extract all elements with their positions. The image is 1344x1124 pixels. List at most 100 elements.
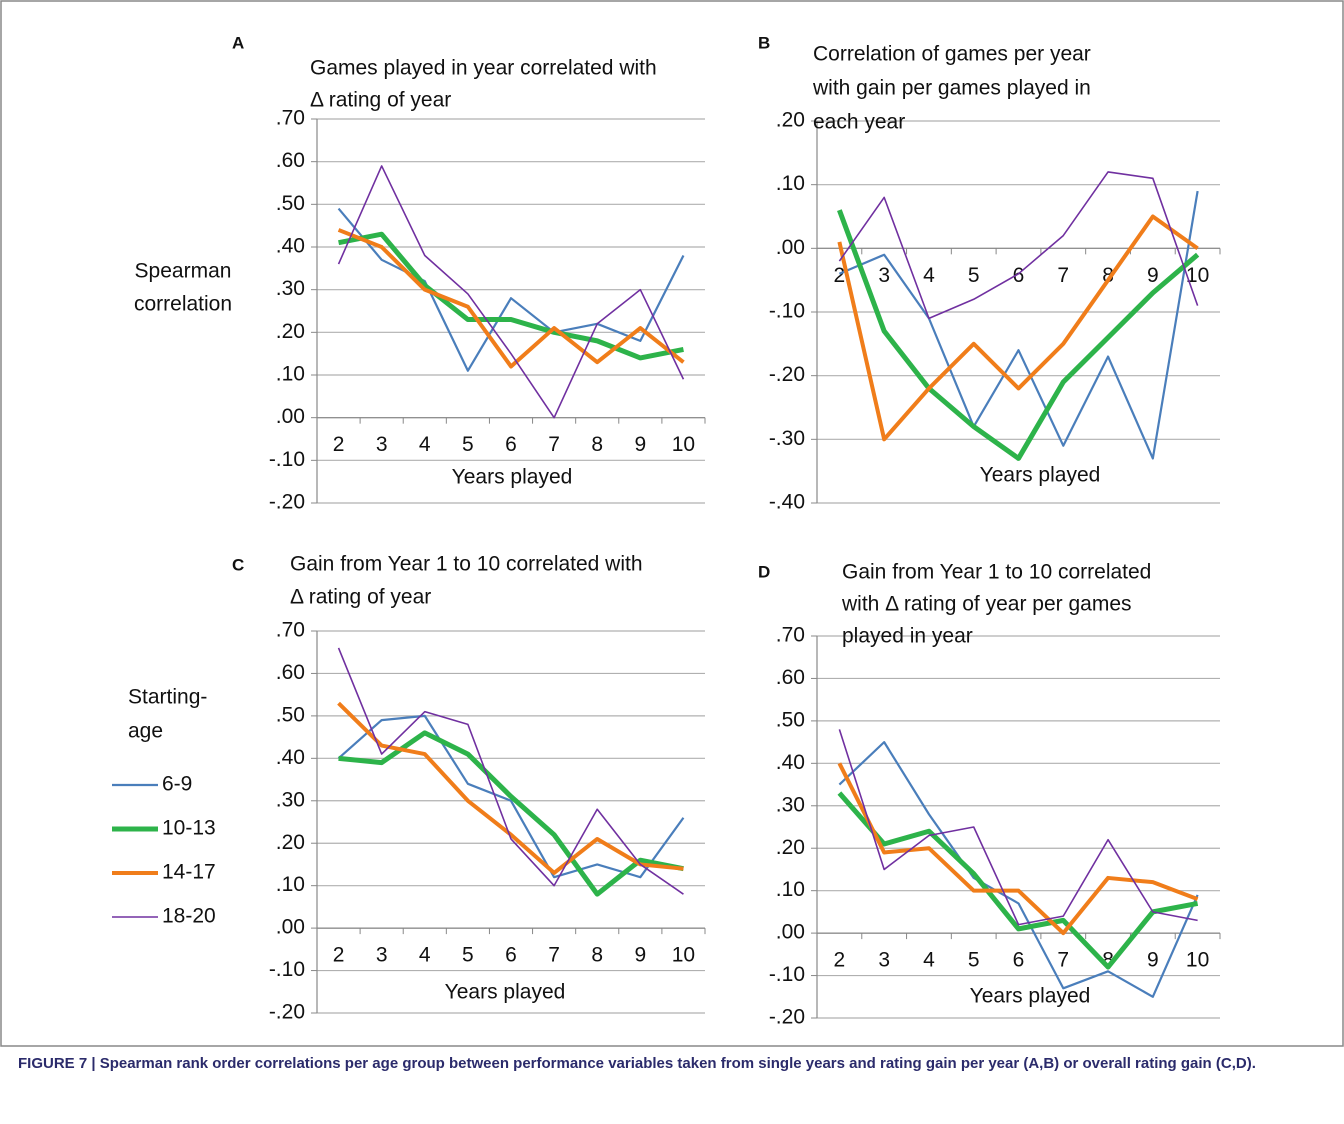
panel-letter: D xyxy=(758,562,770,581)
chart-title: with Δ rating of year per games xyxy=(841,593,1132,616)
y-tick-label: .30 xyxy=(276,788,305,811)
y-tick-label: .20 xyxy=(776,109,805,132)
x-tick-label: 7 xyxy=(548,433,560,456)
series-line xyxy=(837,209,1200,461)
y-tick-label: .30 xyxy=(276,277,305,300)
x-tick-label: 7 xyxy=(548,944,560,967)
chart-title: Games played in year correlated with xyxy=(310,57,657,80)
y-tick-label: .20 xyxy=(776,836,805,859)
y-tick-label: .50 xyxy=(776,708,805,731)
series-line xyxy=(337,647,684,895)
y-tick-label: .50 xyxy=(276,192,305,215)
x-tick-label: 3 xyxy=(376,944,388,967)
y-tick-label: .70 xyxy=(276,107,305,130)
y-tick-label: .70 xyxy=(776,624,805,647)
x-axis-label: Years played xyxy=(445,981,566,1004)
x-tick-label: 2 xyxy=(834,949,846,972)
chart-title: Correlation of games per year xyxy=(813,43,1091,66)
x-tick-label: 10 xyxy=(1186,264,1209,287)
x-tick-label: 10 xyxy=(672,944,695,967)
legend-label: 6-9 xyxy=(162,773,192,796)
y-tick-label: -.10 xyxy=(269,448,305,471)
y-tick-label: -.20 xyxy=(769,1006,805,1029)
y-tick-label: -.30 xyxy=(769,427,805,450)
x-axis-label: Years played xyxy=(452,466,573,489)
y-tick-label: .00 xyxy=(776,236,805,259)
y-axis-label: Spearman xyxy=(135,260,232,283)
series-line xyxy=(838,741,1199,998)
y-tick-label: .60 xyxy=(276,149,305,172)
series-line xyxy=(337,701,684,875)
panel-letter: C xyxy=(232,555,244,574)
y-tick-label: .70 xyxy=(276,619,305,642)
x-tick-label: 5 xyxy=(968,949,980,972)
y-tick-label: -.20 xyxy=(769,363,805,386)
x-axis-label: Years played xyxy=(970,985,1091,1008)
x-tick-label: 10 xyxy=(1186,949,1209,972)
y-tick-label: .30 xyxy=(776,793,805,816)
x-tick-label: 6 xyxy=(1013,264,1025,287)
y-tick-label: .00 xyxy=(276,405,305,428)
y-tick-label: .10 xyxy=(776,172,805,195)
x-tick-label: 2 xyxy=(834,264,846,287)
x-axis-label: Years played xyxy=(980,464,1101,487)
x-tick-label: 2 xyxy=(333,944,345,967)
x-tick-label: 9 xyxy=(1147,264,1159,287)
panel-letter: B xyxy=(758,33,770,52)
x-tick-label: 9 xyxy=(634,944,646,967)
chart-title: Δ rating of year xyxy=(290,586,431,609)
x-tick-label: 10 xyxy=(672,433,695,456)
chart-title: with gain per games played in xyxy=(812,77,1091,100)
y-tick-label: .60 xyxy=(776,666,805,689)
y-tick-label: .40 xyxy=(276,746,305,769)
y-tick-label: -.40 xyxy=(769,491,805,514)
x-tick-label: 4 xyxy=(419,944,431,967)
x-tick-label: 8 xyxy=(1102,949,1114,972)
x-tick-label: 7 xyxy=(1057,264,1069,287)
chart-title: Δ rating of year xyxy=(310,89,451,112)
x-tick-label: 5 xyxy=(968,264,980,287)
series-line xyxy=(337,228,685,369)
y-tick-label: .00 xyxy=(276,916,305,939)
x-tick-label: 8 xyxy=(1102,264,1114,287)
x-tick-label: 8 xyxy=(591,944,603,967)
y-tick-label: .10 xyxy=(276,363,305,386)
x-tick-label: 4 xyxy=(419,433,431,456)
x-tick-label: 4 xyxy=(923,949,935,972)
x-tick-label: 2 xyxy=(333,433,345,456)
chart-title: played in year xyxy=(842,625,973,648)
legend-label: 14-17 xyxy=(162,861,216,884)
y-tick-label: .50 xyxy=(276,703,305,726)
y-tick-label: .60 xyxy=(276,661,305,684)
y-tick-label: .10 xyxy=(276,873,305,896)
series-line xyxy=(337,165,685,419)
panel-letter: A xyxy=(232,33,244,52)
y-tick-label: .10 xyxy=(776,878,805,901)
x-tick-label: 5 xyxy=(462,433,474,456)
y-tick-label: .40 xyxy=(776,751,805,774)
legend-title: age xyxy=(128,720,163,743)
chart-title: Gain from Year 1 to 10 correlated with xyxy=(290,553,643,576)
series-line xyxy=(837,791,1199,970)
caption: FIGURE 7 | Spearman rank order correlati… xyxy=(18,1055,1256,1072)
x-tick-label: 5 xyxy=(462,944,474,967)
y-tick-label: -.20 xyxy=(269,491,305,514)
series-line xyxy=(838,729,1198,926)
x-tick-label: 6 xyxy=(505,433,517,456)
x-tick-label: 3 xyxy=(878,264,890,287)
x-tick-label: 6 xyxy=(505,944,517,967)
legend-title: Starting- xyxy=(128,686,207,709)
y-tick-label: -.10 xyxy=(769,300,805,323)
series-line xyxy=(338,730,684,897)
legend-label: 18-20 xyxy=(162,905,216,928)
legend-label: 10-13 xyxy=(162,817,216,840)
x-tick-label: 6 xyxy=(1013,949,1025,972)
x-tick-label: 9 xyxy=(1147,949,1159,972)
x-tick-label: 7 xyxy=(1057,949,1069,972)
series-line xyxy=(838,190,1199,460)
figure-border xyxy=(0,0,1344,1047)
y-tick-label: .00 xyxy=(776,921,805,944)
series-line xyxy=(338,231,684,361)
